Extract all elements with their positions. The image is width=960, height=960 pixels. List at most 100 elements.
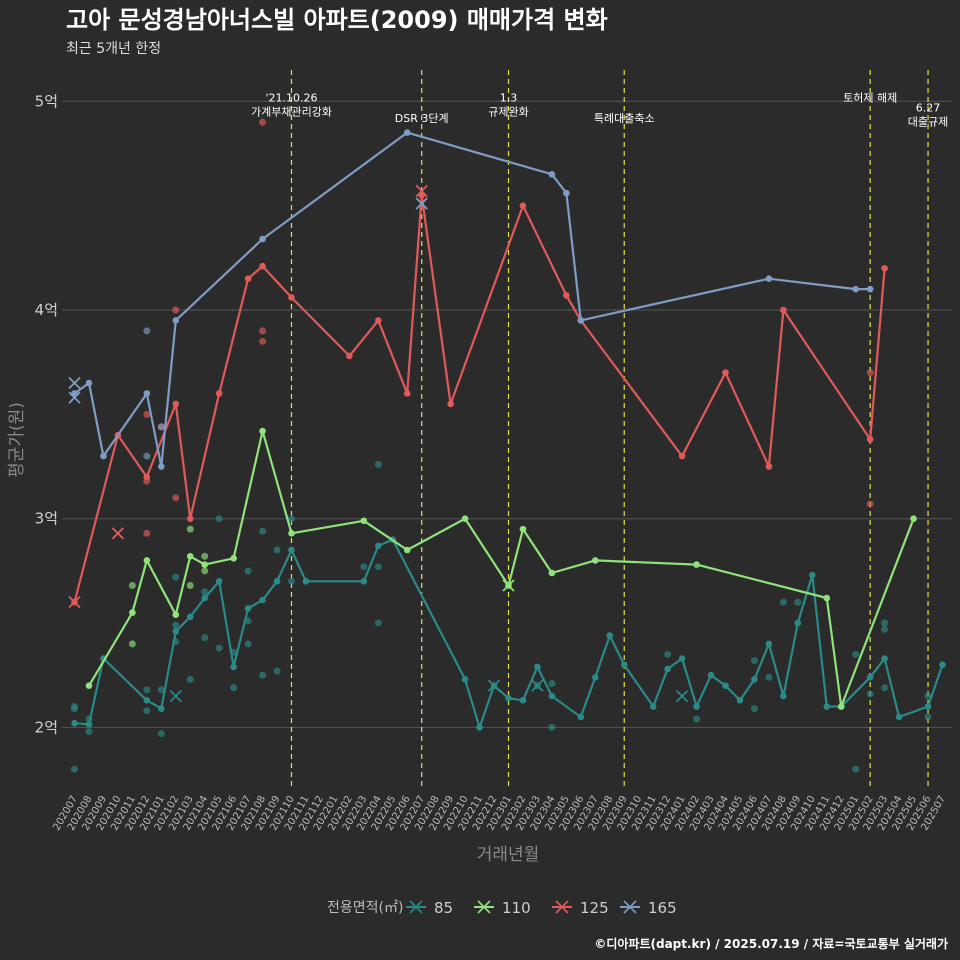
line-point <box>476 724 483 731</box>
line-point <box>577 317 585 324</box>
data-point <box>259 118 267 126</box>
data-point <box>259 527 267 535</box>
data-point <box>374 460 382 468</box>
line-point <box>794 619 802 627</box>
line-point <box>403 390 411 397</box>
line-point <box>129 609 136 616</box>
cross-marker <box>531 679 544 692</box>
series-layer <box>68 118 946 773</box>
data-point <box>852 765 860 773</box>
line-point <box>215 578 223 585</box>
cross-marker <box>415 184 428 198</box>
legend-swatch-x <box>477 900 491 914</box>
data-point <box>881 684 889 692</box>
y-tick-label: 4억 <box>35 301 58 319</box>
line-point <box>765 640 773 648</box>
cross-marker <box>111 527 125 540</box>
line-point <box>403 546 411 554</box>
data-point <box>186 581 194 589</box>
line-point <box>693 703 700 710</box>
data-point <box>143 452 151 460</box>
line-point <box>172 628 180 635</box>
data-point <box>143 327 151 335</box>
data-point <box>157 730 165 738</box>
line-point <box>447 400 454 408</box>
line-point <box>230 663 237 671</box>
line-point <box>360 517 368 525</box>
legend-swatch-x <box>623 900 637 914</box>
line-point <box>172 400 180 408</box>
data-point <box>71 703 78 711</box>
line-point <box>375 317 382 324</box>
data-point <box>866 500 874 508</box>
cross-marker <box>415 197 428 210</box>
line-point <box>273 578 281 585</box>
line-point <box>259 262 266 270</box>
event-label: 1.3 <box>500 91 518 104</box>
line-point <box>866 674 874 681</box>
event-label: DSR 3단계 <box>395 112 449 125</box>
line-point <box>649 703 657 710</box>
data-point <box>288 515 295 523</box>
line-point <box>924 703 932 710</box>
chart-subtitle: 최근 5개년 한정 <box>66 41 161 57</box>
line-point <box>143 473 151 481</box>
line-point <box>620 661 628 669</box>
data-point <box>201 634 209 642</box>
data-point <box>794 598 802 606</box>
line-point <box>707 671 715 679</box>
data-point <box>201 567 209 575</box>
cross-marker <box>502 579 515 592</box>
legend-label: 125 <box>580 899 609 917</box>
line-point <box>548 569 556 577</box>
series-85 <box>71 460 946 773</box>
cross-marker <box>68 596 81 609</box>
line-point <box>201 561 208 568</box>
line-point <box>403 129 411 136</box>
data-point <box>201 588 209 596</box>
event-label: 규제완화 <box>488 105 528 118</box>
data-point <box>273 546 281 554</box>
line-point <box>881 264 888 272</box>
line-point <box>592 557 599 564</box>
legend-swatch-x <box>409 900 423 914</box>
data-point <box>924 692 932 700</box>
line-point <box>259 596 266 604</box>
line-point <box>939 661 946 669</box>
line-point <box>172 317 180 324</box>
legend-label: 85 <box>434 899 453 917</box>
data-point <box>259 337 267 345</box>
cross-marker <box>169 689 182 703</box>
series-110 <box>85 427 917 710</box>
line-point <box>563 189 570 197</box>
y-tick-label: 5억 <box>35 92 58 110</box>
data-point <box>273 667 281 675</box>
y-tick-label: 2억 <box>35 718 58 736</box>
line-point <box>346 352 353 360</box>
data-point <box>215 515 223 523</box>
series-125 <box>68 118 888 609</box>
legend-label: 110 <box>502 899 531 917</box>
line-point <box>606 632 614 639</box>
data-point <box>866 690 874 698</box>
event-label: 토허제 해제 <box>843 90 897 104</box>
line-point <box>302 578 310 585</box>
series-line <box>73 131 871 468</box>
data-point <box>172 494 180 502</box>
data-point <box>186 525 194 533</box>
data-point <box>186 675 194 683</box>
data-point <box>215 644 223 652</box>
data-point <box>259 671 267 679</box>
line-point <box>519 696 527 704</box>
event-label: 가계부채관리강화 <box>251 105 332 118</box>
line-point <box>881 655 888 662</box>
line-point <box>172 611 180 618</box>
line-point <box>461 515 469 522</box>
line-point <box>722 369 729 376</box>
cross-marker <box>487 679 501 692</box>
data-point <box>881 625 889 633</box>
line-point <box>505 694 512 702</box>
data-point <box>924 713 932 721</box>
line-point <box>71 719 78 727</box>
